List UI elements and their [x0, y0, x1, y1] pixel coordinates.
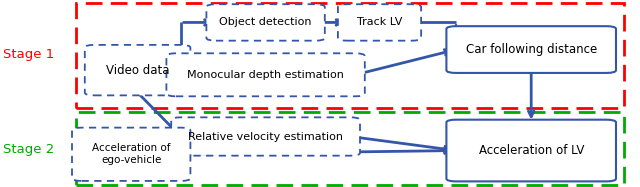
FancyBboxPatch shape	[206, 4, 324, 41]
Text: Video data: Video data	[106, 64, 170, 77]
FancyBboxPatch shape	[72, 128, 191, 181]
Text: Track LV: Track LV	[357, 17, 402, 27]
Text: Relative velocity estimation: Relative velocity estimation	[188, 131, 343, 142]
FancyBboxPatch shape	[338, 4, 421, 41]
Text: Car following distance: Car following distance	[465, 43, 597, 56]
Text: Monocular depth estimation: Monocular depth estimation	[187, 70, 344, 80]
Text: Stage 1: Stage 1	[3, 48, 54, 61]
Text: Acceleration of LV: Acceleration of LV	[479, 144, 584, 157]
FancyBboxPatch shape	[446, 26, 616, 73]
FancyBboxPatch shape	[166, 53, 365, 96]
Text: Stage 2: Stage 2	[3, 143, 54, 156]
FancyBboxPatch shape	[446, 120, 616, 181]
Text: Object detection: Object detection	[220, 17, 312, 27]
FancyBboxPatch shape	[172, 117, 360, 156]
FancyBboxPatch shape	[85, 45, 191, 95]
Text: Acceleration of
ego-vehicle: Acceleration of ego-vehicle	[92, 143, 170, 165]
